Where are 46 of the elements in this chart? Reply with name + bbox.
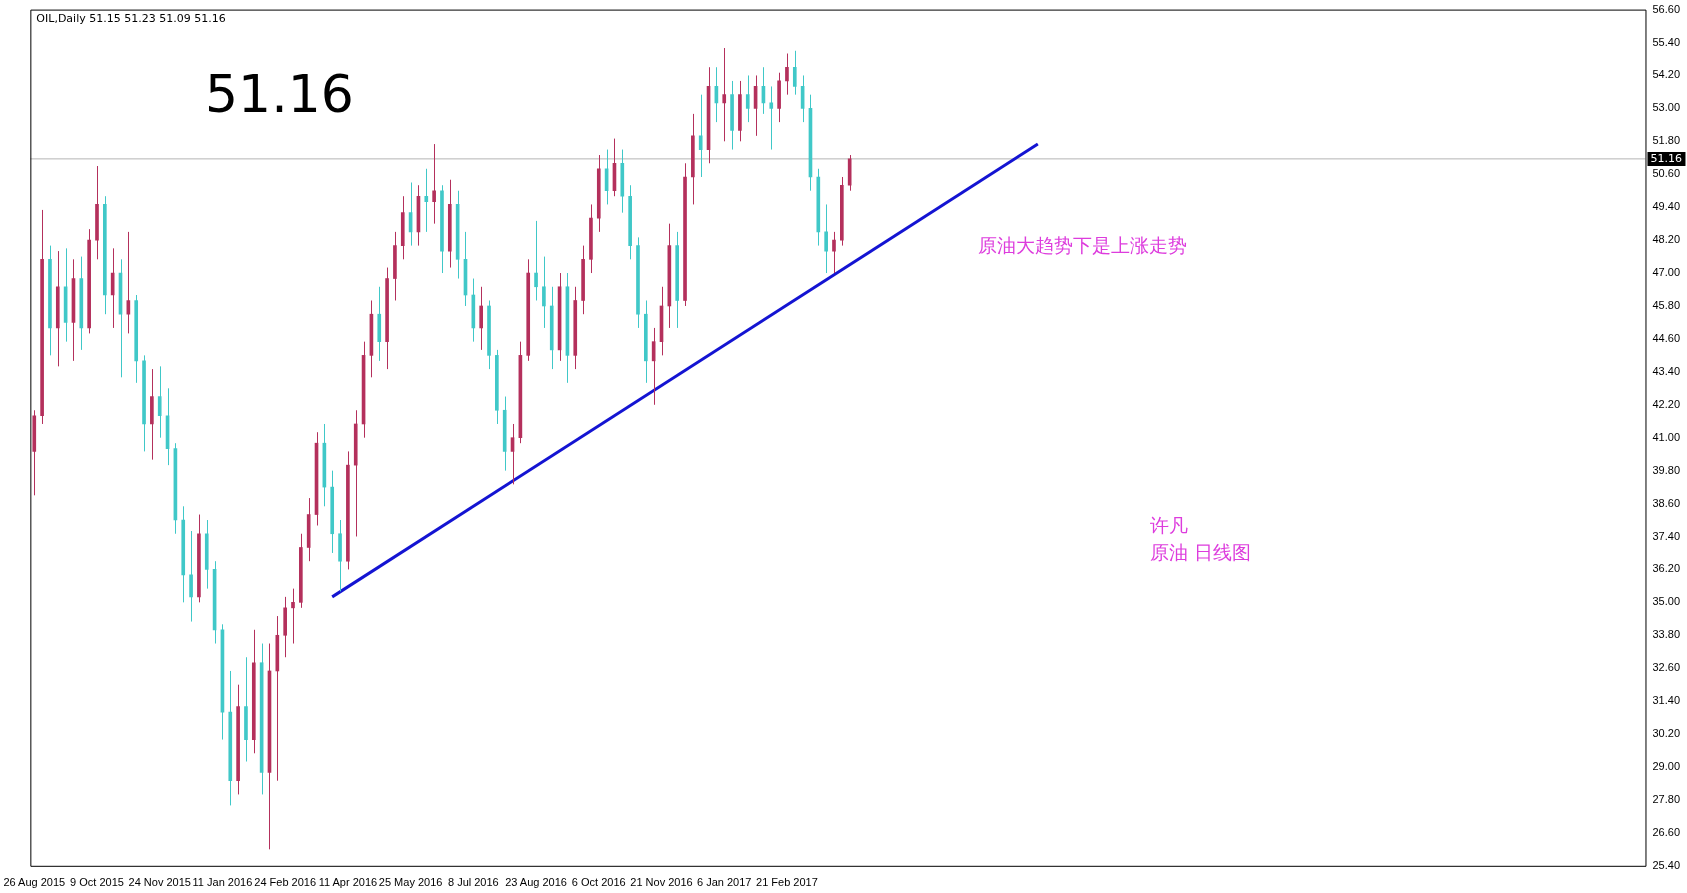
y-tick-label: 36.20	[1652, 562, 1680, 575]
y-tick-label: 29.00	[1652, 760, 1680, 773]
chart-title: OIL,Daily 51.15 51.23 51.09 51.16	[36, 11, 226, 25]
y-tick-label: 31.40	[1652, 694, 1680, 707]
x-tick-label: 26 Aug 2015	[3, 876, 66, 889]
y-tick-label: 32.60	[1652, 661, 1680, 674]
y-tick-label: 41.00	[1652, 430, 1680, 443]
y-tick-label: 42.20	[1652, 397, 1680, 410]
y-tick-label: 43.40	[1652, 364, 1680, 377]
y-tick-label: 33.80	[1652, 628, 1680, 641]
y-tick-label: 37.40	[1652, 529, 1680, 542]
y-tick-label: 26.60	[1652, 825, 1680, 838]
y-tick-label: 48.20	[1652, 233, 1680, 246]
y-tick-label: 55.40	[1652, 35, 1680, 48]
x-tick-label: 21 Feb 2017	[756, 876, 818, 889]
x-tick-label: 21 Nov 2016	[630, 876, 693, 889]
x-tick-label: 24 Nov 2015	[128, 876, 191, 889]
y-tick-label: 27.80	[1652, 792, 1680, 805]
x-tick-label: 6 Oct 2016	[571, 876, 626, 889]
y-tick-label: 50.60	[1652, 167, 1680, 180]
x-tick-label: 9 Oct 2015	[70, 876, 124, 889]
annotation: 51.16	[205, 63, 354, 126]
ref-line-label: 51.16	[1650, 151, 1682, 165]
y-tick-label: 49.40	[1652, 200, 1680, 213]
x-tick-label: 25 May 2016	[378, 876, 443, 889]
x-tick-label: 11 Apr 2016	[318, 876, 378, 889]
y-tick-label: 45.80	[1652, 299, 1680, 312]
y-tick-label: 44.60	[1652, 331, 1680, 344]
x-tick-label: 23 Aug 2016	[505, 876, 567, 889]
y-tick-label: 56.60	[1652, 2, 1680, 15]
annotation: 原油大趋势下是上涨走势	[978, 233, 1187, 258]
y-tick-label: 51.80	[1652, 134, 1680, 147]
x-tick-label: 8 Jul 2016	[447, 876, 499, 889]
annotation: 许凡	[1150, 513, 1188, 538]
y-tick-label: 47.00	[1652, 266, 1680, 279]
y-tick-label: 25.40	[1652, 858, 1680, 871]
annotation: 原油 日线图	[1150, 540, 1252, 565]
y-tick-label: 38.60	[1652, 496, 1680, 509]
x-tick-label: 24 Feb 2016	[254, 876, 317, 889]
y-tick-label: 54.20	[1652, 68, 1680, 81]
x-tick-label: 11 Jan 2016	[192, 876, 253, 889]
y-tick-label: 53.00	[1652, 101, 1680, 114]
y-tick-label: 35.00	[1652, 595, 1680, 608]
x-tick-label: 6 Jan 2017	[697, 876, 752, 889]
y-tick-label: 39.80	[1652, 463, 1680, 476]
y-tick-label: 30.20	[1652, 727, 1680, 740]
